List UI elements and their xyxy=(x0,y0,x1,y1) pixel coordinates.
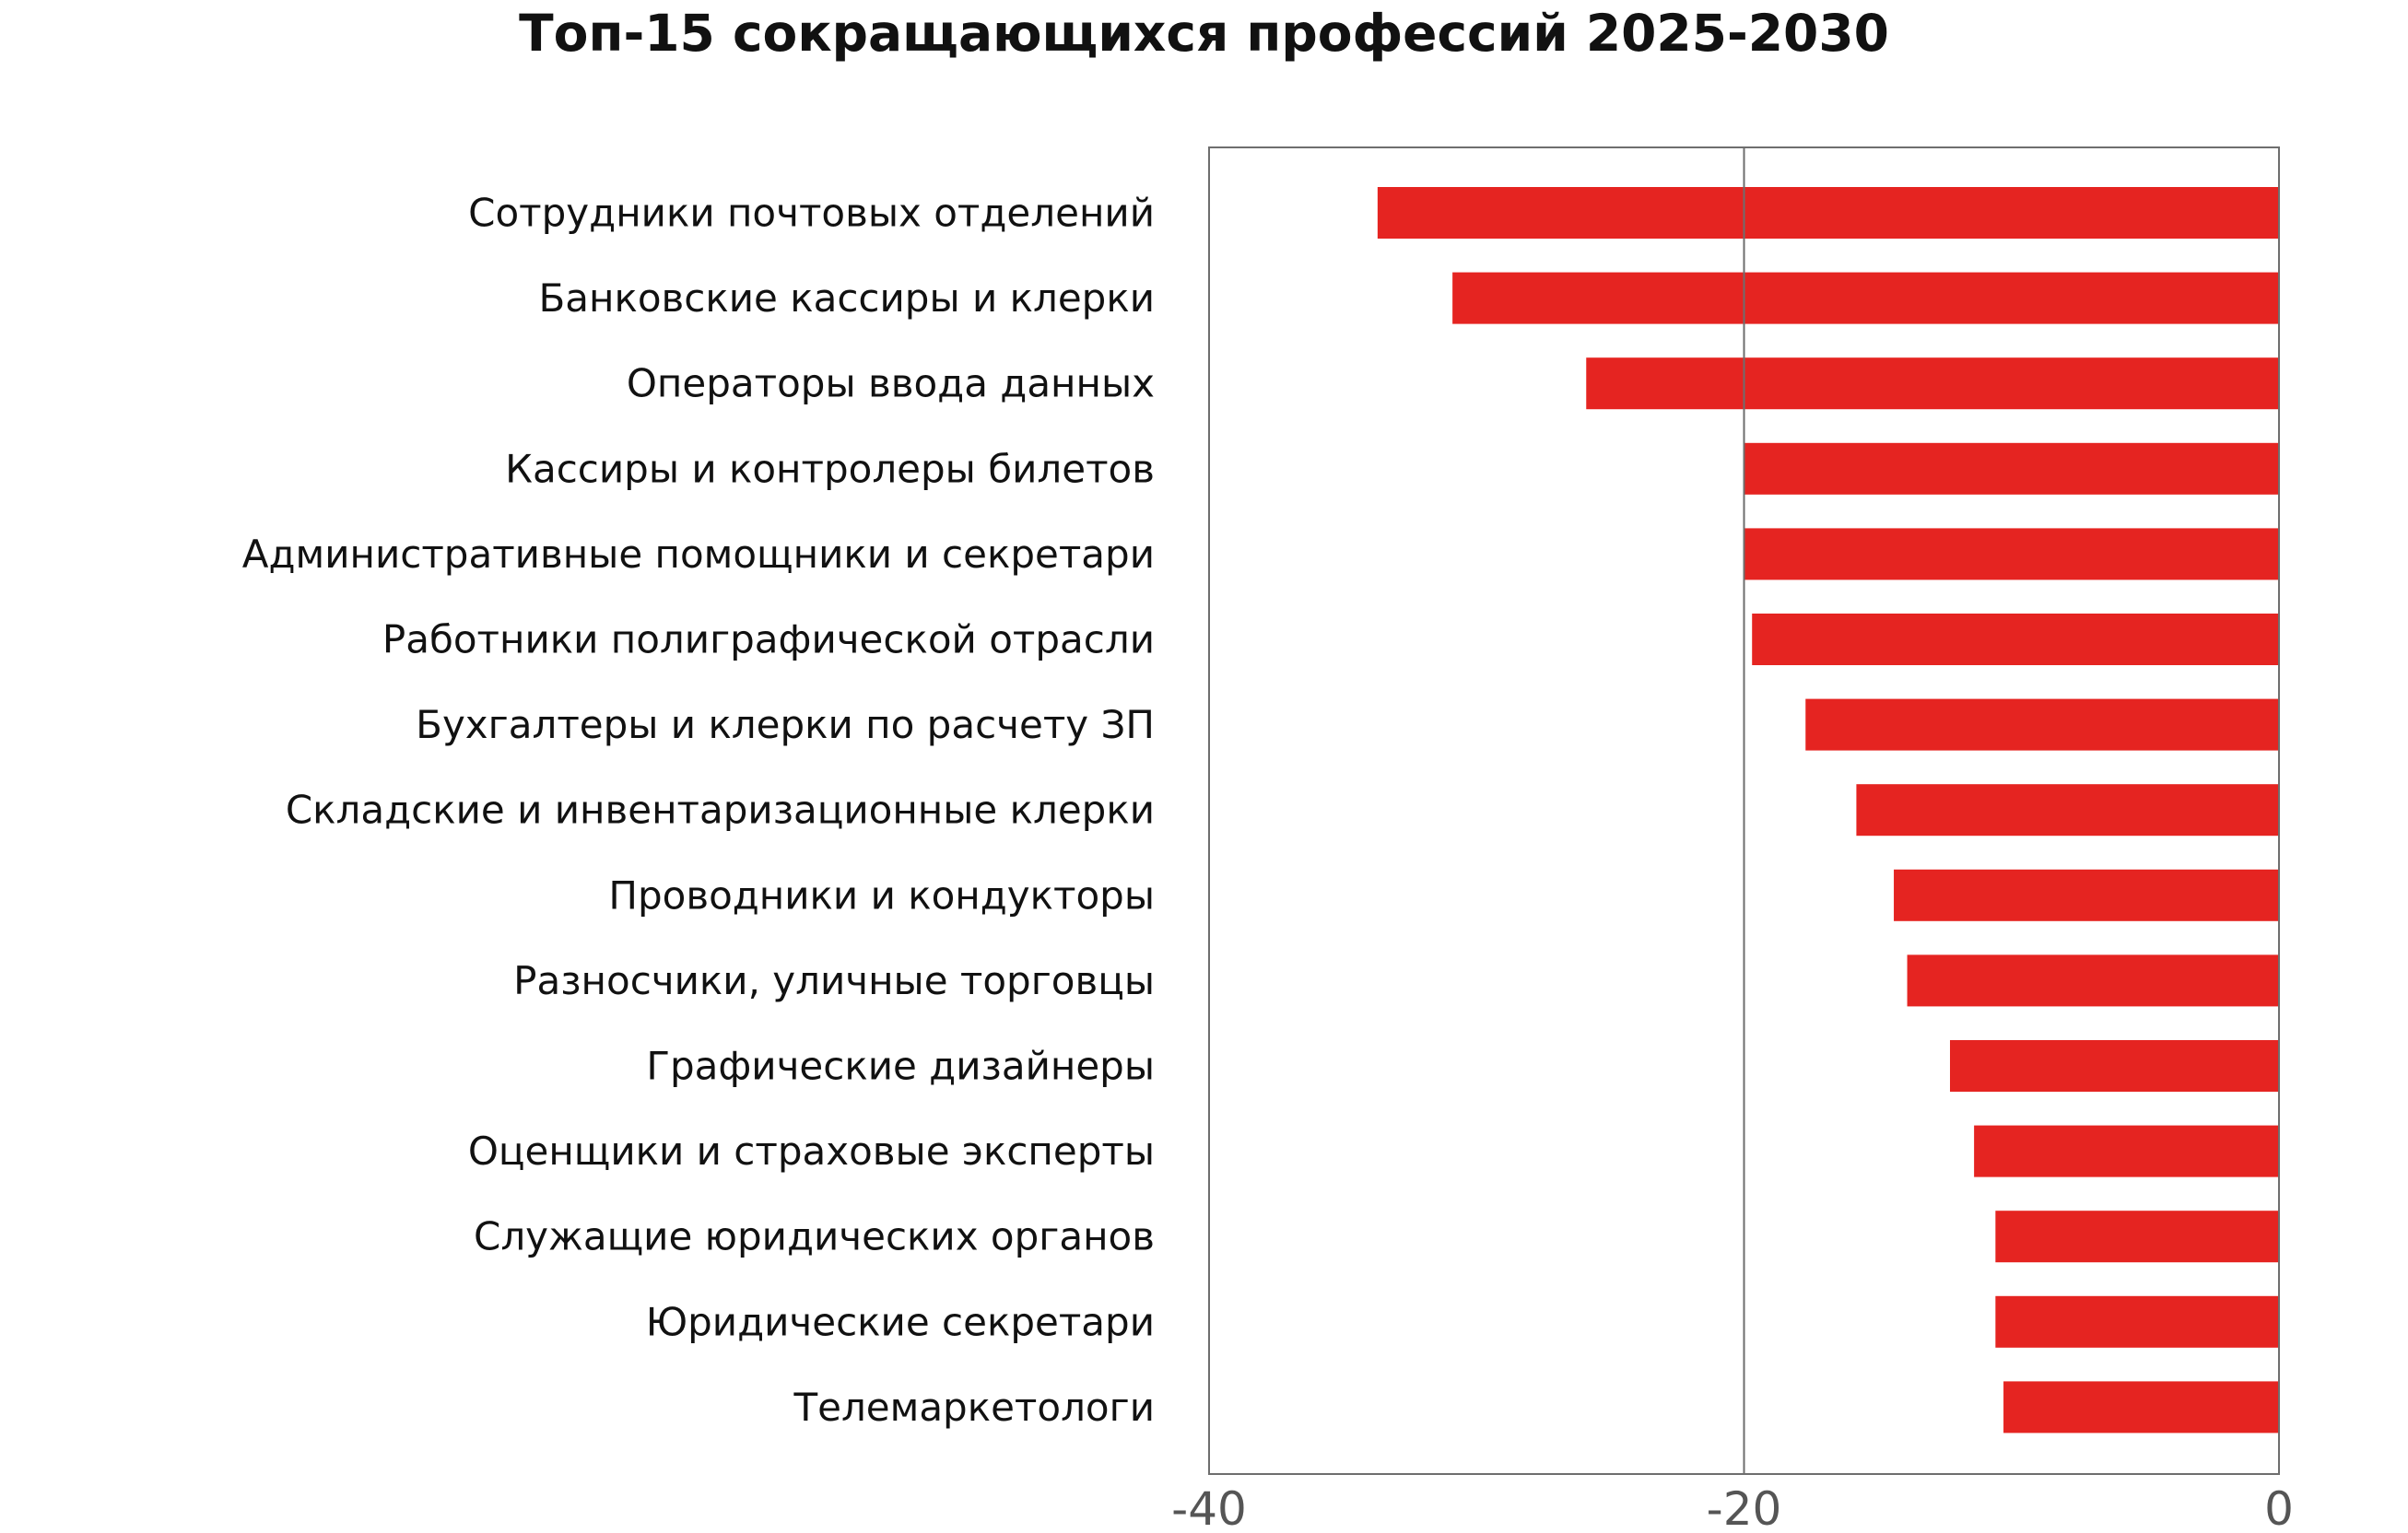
category-label: Операторы ввода данных xyxy=(627,361,1155,406)
category-label: Сотрудники почтовых отделений xyxy=(468,191,1155,236)
x-axis-ticks: -40 -20 0 xyxy=(1171,1482,2294,1533)
bar-13 xyxy=(1995,1211,2279,1263)
x-tick-label: -20 xyxy=(1707,1482,1782,1533)
bar-11 xyxy=(1949,1040,2279,1092)
category-label: Кассиры и контролеры билетов xyxy=(505,446,1155,491)
plot-frame xyxy=(1208,146,2280,1475)
bars-group xyxy=(1377,187,2279,1434)
category-label: Графические дизайнеры xyxy=(646,1044,1155,1089)
bar-3 xyxy=(1586,357,2279,410)
x-tick-label: 0 xyxy=(2264,1482,2294,1533)
bar-9 xyxy=(1894,869,2279,921)
category-labels: Сотрудники почтовых отделений Банковские … xyxy=(242,191,1155,1430)
bar-1 xyxy=(1377,187,2279,239)
category-label: Работники полиграфической отрасли xyxy=(382,617,1155,662)
category-label: Служащие юридических органов xyxy=(474,1214,1155,1259)
category-label: Оценщики и страховые эксперты xyxy=(468,1129,1155,1174)
bar-14 xyxy=(1995,1295,2279,1348)
bar-5 xyxy=(1744,528,2279,580)
category-label: Бухгалтеры и клерки по расчету ЗП xyxy=(416,702,1155,747)
x-tick-label: -40 xyxy=(1171,1482,1247,1533)
bar-10 xyxy=(1907,954,2279,1007)
bar-7 xyxy=(1805,698,2279,751)
bar-12 xyxy=(1974,1125,2279,1177)
bar-8 xyxy=(1856,784,2279,837)
category-label: Административные помощники и секретари xyxy=(242,532,1155,577)
category-label: Телемаркетологи xyxy=(793,1385,1155,1430)
category-label: Складские и инвентаризационные клерки xyxy=(286,788,1155,833)
bar-4 xyxy=(1744,442,2279,495)
chart-title: Топ-15 сокращающихся профессий 2025-2030 xyxy=(519,4,1889,63)
bar-2 xyxy=(1452,272,2279,324)
category-label: Проводники и кондукторы xyxy=(608,872,1155,918)
category-label: Разносчики, уличные торговцы xyxy=(513,958,1155,1003)
category-label: Банковские кассиры и клерки xyxy=(538,275,1155,321)
category-label: Юридические секретари xyxy=(646,1299,1155,1344)
bar-6 xyxy=(1752,614,2279,665)
bar-15 xyxy=(2003,1381,2279,1434)
